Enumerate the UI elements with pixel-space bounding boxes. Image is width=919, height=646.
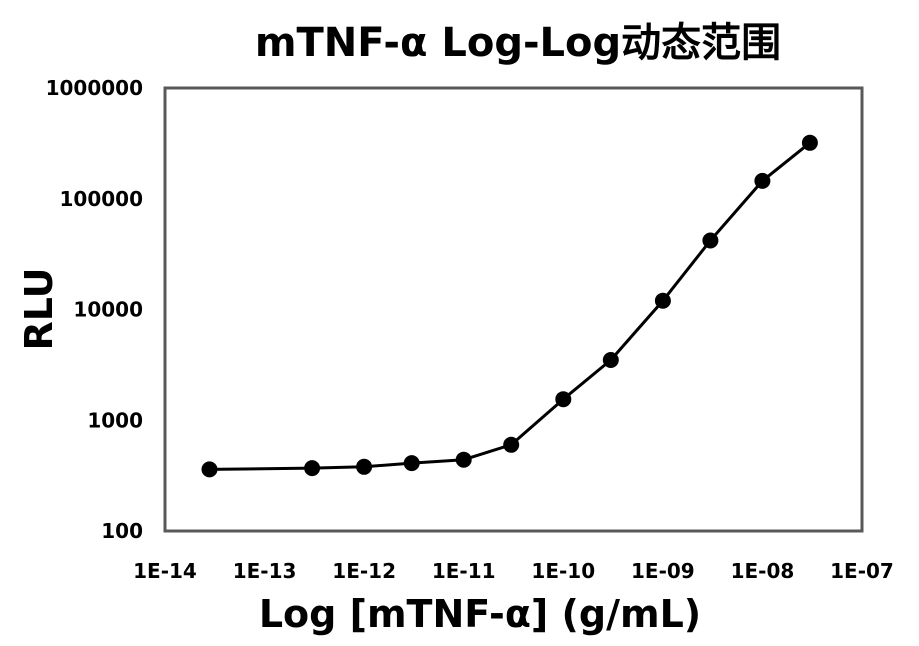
x-tick-label: 1E-09 bbox=[631, 559, 695, 583]
data-point bbox=[801, 134, 818, 151]
data-point bbox=[503, 436, 520, 453]
data-point bbox=[654, 292, 671, 309]
x-axis-label: Log [mTNF-α] (g/mL) bbox=[259, 592, 701, 636]
x-tick-label: 1E-07 bbox=[830, 559, 894, 583]
data-point bbox=[403, 455, 420, 472]
y-tick-label: 10000 bbox=[73, 298, 143, 322]
plot-area-frame bbox=[163, 86, 864, 533]
data-point bbox=[455, 451, 472, 468]
y-axis-ticks: 100 1000 10000 100000 1000000 bbox=[46, 76, 143, 543]
data-point bbox=[555, 391, 572, 408]
x-tick-label: 1E-12 bbox=[332, 559, 396, 583]
y-tick-label: 1000 bbox=[87, 408, 143, 432]
y-tick-label: 100000 bbox=[60, 187, 144, 211]
x-tick-label: 1E-13 bbox=[233, 559, 297, 583]
x-axis-ticks: 1E-14 1E-13 1E-12 1E-11 1E-10 1E-09 1E-08 1E-07 bbox=[133, 559, 894, 583]
x-tick-label: 1E-11 bbox=[432, 559, 496, 583]
y-tick-label: 100 bbox=[101, 519, 143, 543]
data-point bbox=[602, 352, 619, 368]
data-point bbox=[356, 458, 373, 475]
x-tick-label: 1E-14 bbox=[133, 559, 197, 583]
data-point bbox=[201, 461, 218, 478]
x-tick-label: 1E-10 bbox=[531, 559, 595, 583]
data-point bbox=[304, 460, 321, 477]
x-tick-label: 1E-08 bbox=[731, 559, 795, 583]
y-axis-label: RLU bbox=[17, 268, 61, 351]
data-point bbox=[754, 172, 771, 189]
data-point bbox=[702, 232, 719, 249]
series-group bbox=[201, 134, 818, 478]
series-line bbox=[209, 141, 811, 471]
y-tick-label: 1000000 bbox=[46, 76, 143, 100]
chart-title: mTNF-α Log-Log动态范围 bbox=[255, 20, 781, 66]
